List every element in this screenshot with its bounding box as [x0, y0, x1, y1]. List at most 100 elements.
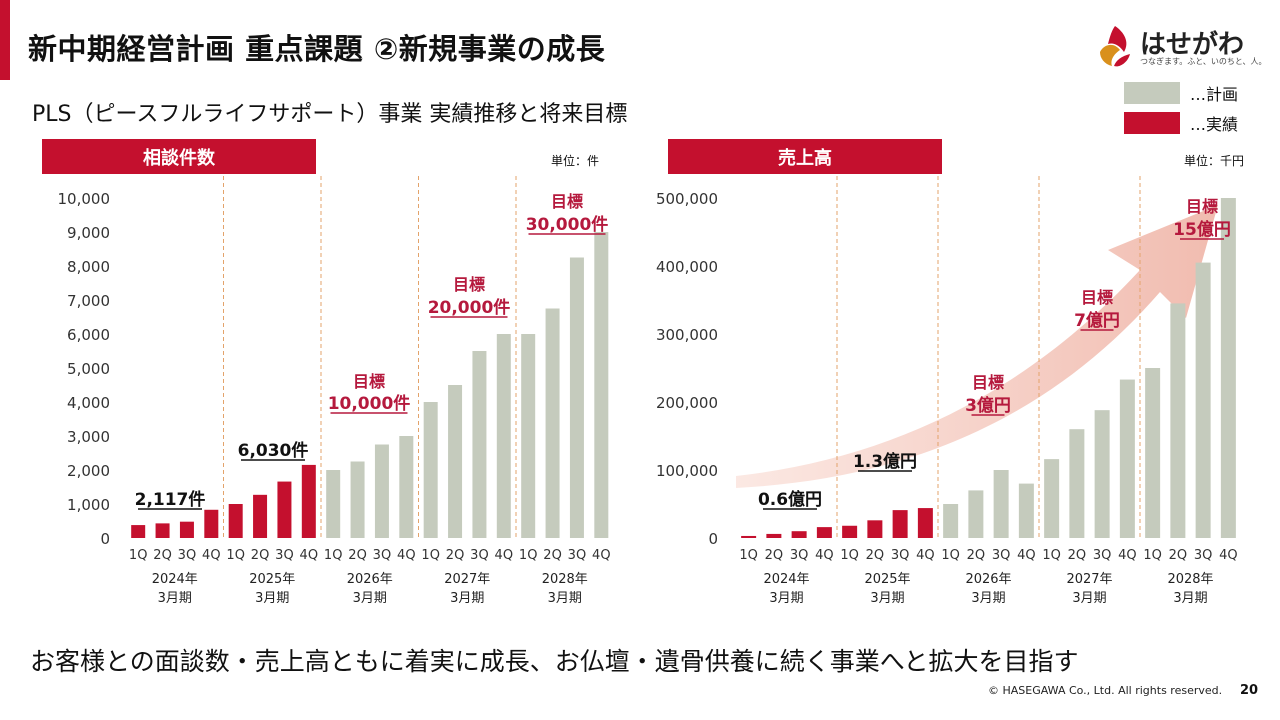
target-annotation-value: 15億円	[1173, 219, 1231, 240]
consultations-chart: 0 1,000 2,000 3,000 4,000 5,000 6,000 7,000 8,00…	[58, 176, 611, 606]
group-label-period: 3月期	[548, 591, 582, 606]
bar-plan	[448, 385, 463, 538]
legend-plan-label: …計画	[1190, 85, 1239, 104]
y-tick-label: 1,000	[67, 496, 110, 514]
actual-annotation: 0.6億円	[758, 489, 822, 510]
group-label-period: 3月期	[450, 591, 484, 606]
group-label-period: 3月期	[1173, 591, 1207, 606]
target-annotation-value: 3億円	[965, 395, 1011, 416]
bar-plan	[943, 504, 959, 538]
bar-actual	[766, 533, 782, 538]
page-subtitle: PLS（ピースフルライフサポート）事業 実績推移と将来目標	[32, 102, 628, 127]
bar-plan	[399, 436, 414, 538]
logo-tagline: つなぎます。ふと、いのちと、人。	[1140, 57, 1267, 66]
target-annotation-value: 10,000件	[328, 393, 411, 414]
x-tick-label: 4Q	[397, 548, 416, 563]
x-tick-label: 2Q	[348, 548, 367, 563]
group-label-year: 2028年	[542, 572, 588, 587]
x-tick-label: 2Q	[1068, 548, 1087, 563]
copyright: © HASEGAWA Co., Ltd. All rights reserved…	[988, 684, 1223, 697]
legend-actual-label: …実績	[1190, 115, 1239, 134]
bar-plan	[1094, 410, 1110, 538]
y-tick-label: 4,000	[67, 394, 110, 412]
bar-plan	[326, 470, 341, 538]
bar-actual	[228, 504, 243, 538]
x-tick-label: 2Q	[543, 548, 562, 563]
logo-mark-icon	[1100, 26, 1130, 67]
actual-annotation: 2,117件	[135, 489, 206, 510]
bar-plan	[1220, 198, 1236, 538]
bar-plan	[594, 232, 609, 538]
chart1-unit: 単位：件	[551, 154, 600, 168]
x-tick-label: 3Q	[568, 548, 587, 563]
target-annotation-value: 30,000件	[526, 214, 609, 235]
bar-actual	[179, 521, 194, 538]
x-tick-label: 4Q	[815, 548, 834, 563]
target-annotation-label: 目標	[551, 192, 583, 211]
bar-plan	[1119, 379, 1135, 538]
legend-plan: …計画	[1124, 80, 1238, 106]
bar-plan	[1195, 262, 1211, 538]
bar-plan	[545, 308, 560, 538]
y-tick-label: 7,000	[67, 292, 110, 310]
y-tick-label: 10,000	[58, 190, 111, 208]
actual-annotation: 6,030件	[238, 440, 309, 461]
target-annotation-label: 目標	[1186, 197, 1218, 216]
x-tick-label: 2Q	[1169, 548, 1188, 563]
x-tick-label: 2Q	[153, 548, 172, 563]
x-tick-label: 2Q	[967, 548, 986, 563]
legend-actual: …実績	[1124, 110, 1238, 136]
bar-plan	[1069, 429, 1085, 538]
bar-plan	[569, 257, 584, 538]
company-logo: はせがわ つなぎます。ふと、いのちと、人。	[1094, 22, 1267, 72]
bar-actual	[816, 527, 832, 538]
bar-plan	[521, 334, 536, 538]
group-label-period: 3月期	[870, 591, 904, 606]
target-annotation-value: 7億円	[1074, 310, 1120, 331]
y-tick-label: 6,000	[67, 326, 110, 344]
bar-plan	[1145, 368, 1161, 538]
x-tick-label: 2Q	[765, 548, 784, 563]
bar-actual	[277, 481, 292, 538]
bar-actual	[155, 523, 170, 538]
bar-actual	[301, 464, 316, 538]
group-label-year: 2025年	[249, 572, 295, 587]
bar-plan	[423, 402, 438, 538]
y-tick-label: 300,000	[656, 326, 718, 344]
bar-actual	[917, 508, 933, 538]
bar-actual	[892, 510, 908, 538]
target-annotation-label: 目標	[972, 373, 1004, 392]
x-tick-label: 3Q	[790, 548, 809, 563]
group-label-period: 3月期	[255, 591, 289, 606]
x-tick-label: 1Q	[739, 548, 758, 563]
sales-chart: 0 100,000 200,000 300,000 400,000 500,000 1Q 2Q…	[656, 176, 1238, 606]
y-tick-label: 0	[708, 530, 718, 548]
target-annotation-label: 目標	[353, 372, 385, 391]
chart2-header: 売上高	[668, 139, 942, 174]
bar-plan	[350, 461, 365, 538]
bar-actual	[131, 525, 146, 538]
bar-actual	[842, 525, 858, 538]
bar-plan	[496, 334, 511, 538]
bar-actual	[253, 494, 268, 538]
bar-plan	[993, 470, 1009, 538]
x-tick-label: 4Q	[592, 548, 611, 563]
y-tick-label: 5,000	[67, 360, 110, 378]
x-tick-label: 1Q	[226, 548, 245, 563]
x-tick-label: 4Q	[1219, 548, 1238, 563]
group-label-year: 2026年	[965, 572, 1011, 587]
x-tick-label: 1Q	[941, 548, 960, 563]
group-label-year: 2027年	[444, 572, 490, 587]
legend-actual-swatch	[1124, 112, 1180, 134]
x-tick-label: 4Q	[495, 548, 514, 563]
x-tick-label: 1Q	[1143, 548, 1162, 563]
growth-arrow	[736, 205, 1218, 488]
y-tick-label: 400,000	[656, 258, 718, 276]
group-label-year: 2027年	[1066, 572, 1112, 587]
x-tick-label: 4Q	[1118, 548, 1137, 563]
chart2-unit: 単位：千円	[1184, 154, 1245, 168]
y-tick-label: 100,000	[656, 462, 718, 480]
group-label-period: 3月期	[158, 591, 192, 606]
group-label-year: 2026年	[347, 572, 393, 587]
